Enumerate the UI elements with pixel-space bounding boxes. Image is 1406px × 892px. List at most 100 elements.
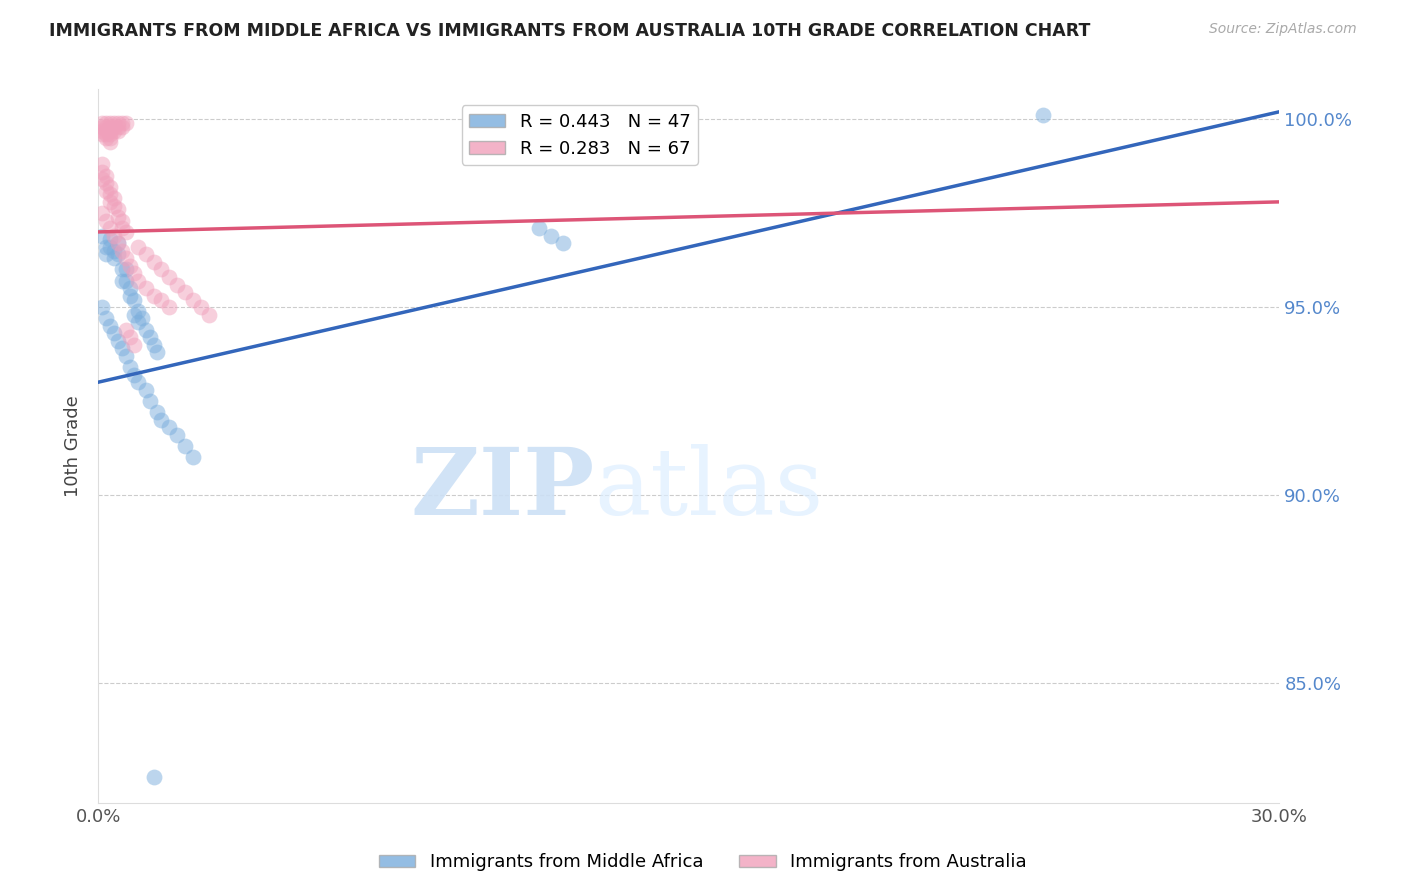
Point	[115, 274, 138, 288]
Point	[157, 270, 180, 285]
Point	[115, 251, 138, 265]
Point	[98, 116, 121, 130]
Point	[118, 259, 141, 273]
Point	[98, 120, 121, 134]
Point	[111, 213, 134, 227]
Point	[115, 322, 138, 336]
Point	[98, 318, 121, 333]
Point	[118, 330, 141, 344]
Point	[146, 345, 169, 359]
Point	[98, 123, 121, 137]
Point	[91, 172, 114, 186]
Point	[98, 240, 121, 254]
Point	[131, 311, 153, 326]
Point	[96, 169, 118, 183]
Point	[103, 116, 125, 130]
Point	[127, 375, 149, 389]
Point	[98, 194, 121, 209]
Point	[91, 116, 114, 130]
Point	[146, 405, 169, 419]
Point	[91, 228, 114, 243]
Point	[181, 450, 204, 465]
Point	[135, 383, 157, 397]
Point	[91, 300, 114, 314]
Point	[98, 128, 121, 142]
Point	[91, 128, 114, 142]
Point	[96, 131, 118, 145]
Point	[107, 236, 129, 251]
Point	[122, 337, 145, 351]
Text: ZIP: ZIP	[411, 444, 595, 533]
Point	[118, 289, 141, 303]
Point	[138, 393, 160, 408]
Point	[127, 240, 149, 254]
Point	[107, 334, 129, 348]
Point	[91, 206, 114, 220]
Point	[157, 300, 180, 314]
Point	[111, 262, 134, 277]
Point	[181, 293, 204, 307]
Point	[107, 210, 129, 224]
Point	[103, 228, 125, 243]
Point	[107, 123, 129, 137]
Point	[1032, 108, 1054, 122]
Point	[98, 131, 121, 145]
Point	[135, 247, 157, 261]
Point	[111, 342, 134, 356]
Point	[190, 300, 212, 314]
Point	[96, 184, 118, 198]
Point	[91, 120, 114, 134]
Point	[98, 221, 121, 235]
Point	[122, 368, 145, 382]
Point	[150, 293, 173, 307]
Point	[150, 413, 173, 427]
Point	[98, 187, 121, 202]
Point	[111, 244, 134, 258]
Legend: Immigrants from Middle Africa, Immigrants from Australia: Immigrants from Middle Africa, Immigrant…	[373, 847, 1033, 879]
Point	[111, 116, 134, 130]
Point	[103, 191, 125, 205]
Point	[91, 157, 114, 171]
Point	[166, 427, 188, 442]
Point	[142, 289, 165, 303]
Point	[107, 120, 129, 134]
Point	[96, 116, 118, 130]
Point	[115, 225, 138, 239]
Point	[122, 266, 145, 280]
Point	[103, 120, 125, 134]
Point	[135, 322, 157, 336]
Point	[115, 349, 138, 363]
Point	[96, 247, 118, 261]
Point	[103, 326, 125, 341]
Point	[111, 120, 134, 134]
Point	[142, 255, 165, 269]
Point	[174, 285, 197, 299]
Point	[96, 120, 118, 134]
Point	[150, 262, 173, 277]
Point	[96, 240, 118, 254]
Point	[138, 330, 160, 344]
Point	[118, 281, 141, 295]
Y-axis label: 10th Grade: 10th Grade	[65, 395, 83, 497]
Text: IMMIGRANTS FROM MIDDLE AFRICA VS IMMIGRANTS FROM AUSTRALIA 10TH GRADE CORRELATIO: IMMIGRANTS FROM MIDDLE AFRICA VS IMMIGRA…	[49, 22, 1091, 40]
Point	[107, 116, 129, 130]
Point	[551, 236, 574, 251]
Point	[197, 308, 219, 322]
Point	[115, 262, 138, 277]
Point	[115, 116, 138, 130]
Point	[142, 337, 165, 351]
Point	[118, 360, 141, 375]
Point	[96, 123, 118, 137]
Point	[122, 308, 145, 322]
Point	[174, 439, 197, 453]
Point	[122, 293, 145, 307]
Point	[103, 244, 125, 258]
Point	[98, 232, 121, 246]
Point	[107, 247, 129, 261]
Point	[111, 221, 134, 235]
Point	[91, 123, 114, 137]
Point	[103, 123, 125, 137]
Point	[540, 228, 562, 243]
Point	[529, 221, 551, 235]
Point	[103, 199, 125, 213]
